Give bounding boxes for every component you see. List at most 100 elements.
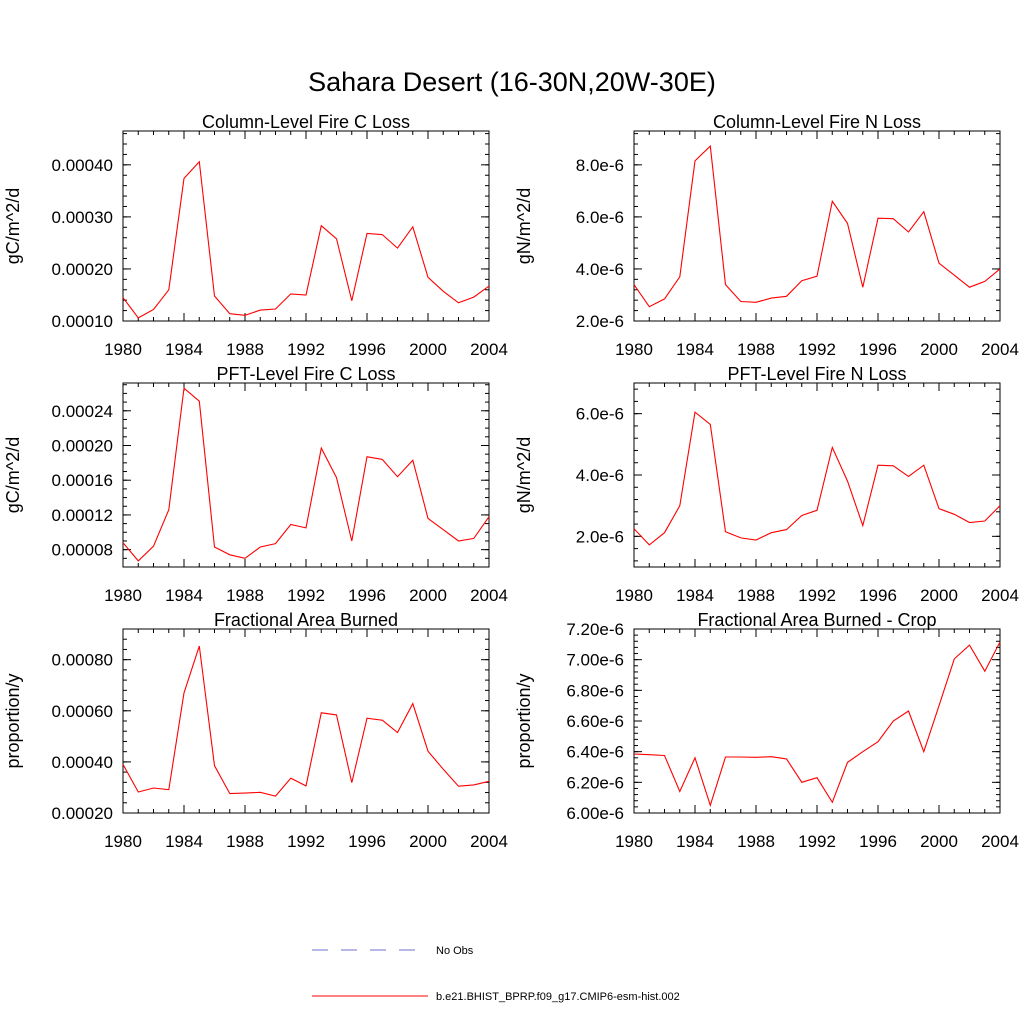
legend-label-obs: No Obs <box>436 945 474 957</box>
y-tick-label: 0.00020 <box>52 804 113 823</box>
x-tick-label: 1996 <box>859 832 897 851</box>
x-tick-label: 1996 <box>348 832 386 851</box>
x-tick-label: 2000 <box>409 832 447 851</box>
series-line <box>633 641 1001 808</box>
panel-fractional-area-burned-crop: 1980 1984 1988 1992 1996 2000 2004 6.00e-6 6.20e… <box>514 610 1019 851</box>
x-tick-label: 1992 <box>287 340 325 359</box>
series-line <box>633 411 1001 546</box>
y-tick-label: 6.60e-6 <box>566 712 624 731</box>
panel-column-level-fire-c-loss: 1980 1984 1988 1992 1996 2000 2004 0.00010 0.000… <box>3 112 508 359</box>
y-tick-label: 6.0e-6 <box>576 405 624 424</box>
y-tick-label: 6.0e-6 <box>576 208 624 227</box>
x-tick-label: 1988 <box>226 586 264 605</box>
x-tick-label: 1984 <box>676 832 714 851</box>
x-tick-label: 2004 <box>981 586 1019 605</box>
x-tick-label: 1992 <box>798 832 836 851</box>
series-line <box>633 144 1001 308</box>
y-tick-label: 0.00024 <box>52 402 113 421</box>
x-tick-label: 1980 <box>615 832 653 851</box>
x-tick-label: 2000 <box>920 832 958 851</box>
plot-frame <box>122 382 490 568</box>
x-tick-label: 1996 <box>348 586 386 605</box>
y-tick-label: 7.00e-6 <box>566 651 624 670</box>
x-tick-label: 1992 <box>287 832 325 851</box>
x-tick-label: 1988 <box>226 832 264 851</box>
x-tick-label: 1984 <box>165 586 203 605</box>
panel-pft-level-fire-n-loss: 1980 1984 1988 1992 1996 2000 2004 2.0e-6 4.0e-6… <box>514 364 1019 605</box>
y-axis-label: gC/m^2/d <box>3 437 23 513</box>
panels: 1980 1984 1988 1992 1996 2000 2004 0.00010 0.000… <box>3 112 1019 851</box>
series-line <box>122 645 490 797</box>
figure-title: Sahara Desert (16-30N,20W-30E) <box>308 67 716 97</box>
x-tick-label: 1980 <box>104 832 142 851</box>
y-tick-label: 6.00e-6 <box>566 804 624 823</box>
y-tick-label: 2.0e-6 <box>576 312 624 331</box>
x-tick-label: 1980 <box>104 586 142 605</box>
y-tick-label: 0.00040 <box>52 156 113 175</box>
y-tick-label: 0.00008 <box>52 541 113 560</box>
x-tick-label: 2004 <box>470 832 508 851</box>
x-tick-label: 1980 <box>615 586 653 605</box>
y-tick-label: 0.00030 <box>52 208 113 227</box>
x-tick-label: 1988 <box>737 340 775 359</box>
panel-title: Fractional Area Burned <box>214 610 398 630</box>
x-tick-label: 2004 <box>470 586 508 605</box>
panel-title: Column-Level Fire N Loss <box>713 112 921 132</box>
panel-title: Fractional Area Burned - Crop <box>697 610 936 630</box>
y-tick-label: 4.0e-6 <box>576 260 624 279</box>
y-tick-label: 0.00080 <box>52 651 113 670</box>
panel-title: PFT-Level Fire N Loss <box>727 364 906 384</box>
panel-fractional-area-burned: 1980 1984 1988 1992 1996 2000 2004 0.00020 0.000… <box>3 610 508 851</box>
y-axis-label: gN/m^2/d <box>514 437 534 513</box>
x-tick-label: 1996 <box>348 340 386 359</box>
x-tick-label: 1996 <box>859 586 897 605</box>
series-line <box>122 387 490 562</box>
x-tick-label: 1996 <box>859 340 897 359</box>
panel-pft-level-fire-c-loss: 1980 1984 1988 1992 1996 2000 2004 0.00008 0.000… <box>3 364 508 605</box>
x-tick-label: 2000 <box>409 340 447 359</box>
y-tick-label: 0.00020 <box>52 436 113 455</box>
x-tick-label: 2004 <box>470 340 508 359</box>
x-tick-label: 2000 <box>409 586 447 605</box>
y-axis-label: proportion/y <box>514 673 534 768</box>
y-axis-label: gN/m^2/d <box>514 188 534 264</box>
y-tick-label: 0.00016 <box>52 471 113 490</box>
x-tick-label: 1980 <box>104 340 142 359</box>
y-tick-label: 7.20e-6 <box>566 620 624 639</box>
panel-column-level-fire-n-loss: 1980 1984 1988 1992 1996 2000 2004 2.0e-6 4.0e-6… <box>514 112 1019 359</box>
y-tick-label: 6.40e-6 <box>566 743 624 762</box>
y-tick-label: 0.00060 <box>52 702 113 721</box>
y-tick-label: 6.80e-6 <box>566 681 624 700</box>
plot-frame <box>633 628 1001 814</box>
x-tick-label: 2000 <box>920 586 958 605</box>
y-axis-label: gC/m^2/d <box>3 188 23 264</box>
x-tick-label: 1992 <box>287 586 325 605</box>
x-tick-label: 1984 <box>676 340 714 359</box>
x-tick-label: 1980 <box>615 340 653 359</box>
x-tick-label: 1984 <box>676 586 714 605</box>
y-tick-label: 0.00010 <box>52 312 113 331</box>
x-tick-label: 2004 <box>981 340 1019 359</box>
y-tick-label: 0.00012 <box>52 506 113 525</box>
panel-title: Column-Level Fire C Loss <box>202 112 410 132</box>
y-tick-label: 2.0e-6 <box>576 527 624 546</box>
plot-frame <box>633 382 1001 568</box>
x-tick-label: 1988 <box>737 832 775 851</box>
x-tick-label: 1988 <box>226 340 264 359</box>
y-tick-label: 8.0e-6 <box>576 156 624 175</box>
legend-label-model: b.e21.BHIST_BPRP.f09_g17.CMIP6-esm-hist.… <box>436 991 680 1003</box>
plot-frame <box>633 130 1001 322</box>
x-tick-label: 1992 <box>798 586 836 605</box>
panel-title: PFT-Level Fire C Loss <box>216 364 395 384</box>
y-axis-label: proportion/y <box>3 673 23 768</box>
legend: No Obs b.e21.BHIST_BPRP.f09_g17.CMIP6-es… <box>312 945 680 1003</box>
x-tick-label: 2004 <box>981 832 1019 851</box>
y-tick-label: 6.20e-6 <box>566 773 624 792</box>
x-tick-label: 1992 <box>798 340 836 359</box>
x-tick-label: 1984 <box>165 340 203 359</box>
y-tick-label: 0.00040 <box>52 753 113 772</box>
y-tick-label: 0.00020 <box>52 260 113 279</box>
y-tick-label: 4.0e-6 <box>576 466 624 485</box>
x-tick-label: 1988 <box>737 586 775 605</box>
x-tick-label: 1984 <box>165 832 203 851</box>
